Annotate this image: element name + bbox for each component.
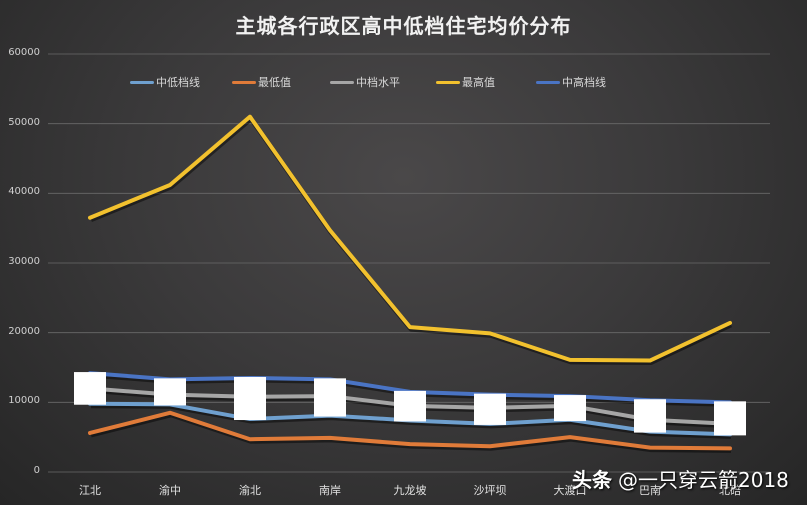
- legend-label: 最高值: [462, 76, 495, 89]
- x-tick-label: 沙坪坝: [473, 484, 507, 497]
- y-tick-label: 40000: [8, 186, 40, 198]
- chart-title: 主城各行政区高中低档住宅均价分布: [235, 14, 572, 38]
- white-marker-box: [154, 378, 186, 406]
- white-marker-box: [74, 372, 106, 405]
- series-line-3: [88, 114, 732, 363]
- white-marker-box: [314, 378, 346, 417]
- legend-label: 中低档线: [156, 76, 200, 89]
- x-tick-label: 大渡口: [553, 484, 587, 497]
- x-tick-label: 南岸: [319, 484, 341, 497]
- series-line-1: [88, 410, 732, 451]
- legend-swatch-mid-high: [536, 80, 560, 84]
- x-tick-label: 渝中: [159, 484, 181, 497]
- legend-label: 中高档线: [562, 76, 606, 89]
- watermark-brand: 头条: [572, 468, 612, 492]
- legend-item-mid: 中档水平: [330, 74, 400, 90]
- legend-label: 中档水平: [356, 76, 400, 89]
- legend-item-mid-low: 中低档线: [130, 74, 200, 90]
- white-marker-box: [634, 399, 666, 433]
- legend-item-min: 最低值: [232, 74, 291, 90]
- legend-item-mid-high: 中高档线: [536, 74, 606, 90]
- legend-swatch-mid: [330, 80, 354, 84]
- x-tick-label: 巴南: [639, 484, 661, 497]
- x-tick-label: 渝北: [239, 484, 261, 497]
- legend: 中低档线 最低值 中档水平 最高值 中高档线: [0, 74, 807, 92]
- white-marker-box: [714, 401, 746, 436]
- white-marker-box: [394, 390, 426, 422]
- legend-label: 最低值: [258, 76, 291, 89]
- legend-swatch-min: [232, 80, 256, 84]
- legend-swatch-max: [436, 80, 460, 84]
- x-tick-label: 九龙坡: [393, 484, 427, 497]
- y-tick-label: 10000: [8, 395, 40, 407]
- y-tick-label: 30000: [8, 256, 40, 267]
- legend-item-max: 最高值: [436, 74, 495, 90]
- y-tick-label: 50000: [8, 116, 40, 128]
- x-tick-label: 江北: [79, 484, 101, 497]
- y-tick-label: 60000: [8, 47, 40, 58]
- legend-swatch-mid-low: [130, 80, 154, 84]
- x-tick-label: 北碚: [719, 484, 741, 497]
- white-marker-box: [474, 393, 506, 425]
- y-tick-label: 0: [33, 465, 40, 476]
- watermark-handle: @一只穿云箭2018: [618, 468, 789, 492]
- white-marker-box: [234, 376, 266, 421]
- watermark: 头条 @一只穿云箭2018: [572, 464, 789, 493]
- y-tick-label: 20000: [8, 325, 40, 337]
- white-marker-box: [554, 395, 586, 422]
